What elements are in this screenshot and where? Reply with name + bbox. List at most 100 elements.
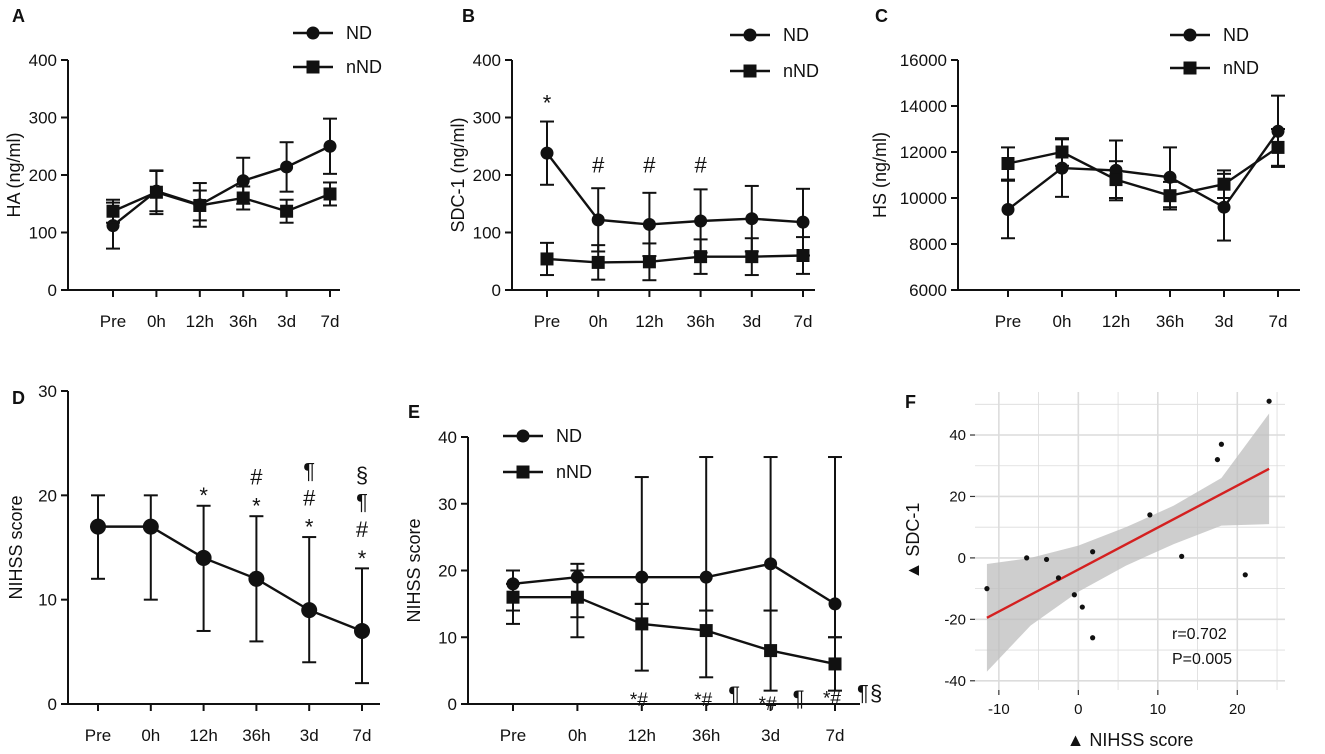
- significance-marker: §: [870, 681, 882, 706]
- data-point: [796, 249, 810, 262]
- series-line: [1007, 146, 1279, 197]
- y-tick-label: 10000: [900, 189, 947, 208]
- data-point: [642, 217, 656, 231]
- scatter-point: [1043, 556, 1050, 563]
- data-point: [1109, 173, 1123, 187]
- series-nND: [106, 169, 337, 224]
- data-point: [540, 146, 554, 160]
- y-tick-label: 30: [38, 382, 57, 401]
- significance-marker: #: [643, 152, 656, 177]
- legend-marker: [1183, 61, 1197, 75]
- data-point: [90, 518, 106, 535]
- x-tick-label: 7d: [1269, 312, 1288, 331]
- data-point: [1001, 203, 1015, 216]
- data-point: [764, 557, 778, 571]
- y-tick-label: -40: [944, 673, 966, 690]
- scatter-point: [1214, 456, 1221, 463]
- y-tick-label: 0: [958, 550, 966, 567]
- x-tick-label: 3d: [1215, 312, 1234, 331]
- legend-marker: [743, 28, 757, 42]
- legend-marker: [743, 64, 757, 78]
- legend-item: ND: [293, 23, 372, 43]
- y-tick-label: 6000: [909, 281, 947, 300]
- significance-marker: *#: [823, 689, 841, 710]
- series-line: [112, 145, 331, 227]
- x-tick-label: 36h: [692, 726, 720, 745]
- x-tick-label: 36h: [229, 312, 257, 331]
- x-tick-label: 10: [1149, 701, 1166, 718]
- data-point: [193, 198, 207, 212]
- x-tick-label: 12h: [635, 312, 663, 331]
- y-tick-label: 20: [438, 562, 457, 581]
- significance-marker: §: [356, 463, 368, 488]
- series-ND: [506, 456, 842, 639]
- legend-marker: [306, 26, 320, 40]
- y-tick-label: 40: [949, 427, 966, 444]
- x-tick-label: 0: [1074, 701, 1082, 718]
- legend-item: ND: [1170, 25, 1249, 45]
- x-tick-label: 20: [1229, 701, 1246, 718]
- series-ND: [540, 120, 810, 258]
- legend-label: nND: [346, 57, 382, 77]
- significance-marker: ¶: [303, 458, 315, 483]
- panel-letter: A: [12, 6, 25, 26]
- data-point: [591, 255, 605, 269]
- scatter-point: [1024, 555, 1030, 561]
- x-tick-label: 12h: [189, 726, 217, 745]
- data-point: [1001, 157, 1015, 170]
- x-tick-label: 7d: [353, 726, 372, 745]
- y-tick-label: 8000: [909, 235, 947, 254]
- y-axis-label: HA (ng/ml): [4, 132, 24, 217]
- x-tick-label: 0h: [1053, 312, 1072, 331]
- data-point: [828, 597, 842, 611]
- scatter-point: [1090, 549, 1096, 555]
- significance-marker: #: [250, 465, 263, 490]
- legend-marker: [516, 429, 530, 443]
- x-axis-label: ▲ NIHSS score: [1067, 730, 1194, 750]
- series-line: [112, 190, 331, 213]
- y-tick-label: -20: [944, 611, 966, 628]
- y-tick-label: 20: [38, 486, 57, 505]
- legend-label: nND: [783, 61, 819, 81]
- data-point: [142, 518, 159, 535]
- data-point: [642, 255, 656, 269]
- y-tick-label: 200: [473, 166, 501, 185]
- x-tick-label: 3d: [300, 726, 319, 745]
- data-point: [635, 617, 649, 631]
- significance-marker: *: [199, 483, 208, 508]
- significance-marker: *: [358, 546, 367, 571]
- x-tick-label: 12h: [1102, 312, 1130, 331]
- legend-label: ND: [1223, 25, 1249, 45]
- y-tick-label: 200: [29, 166, 57, 185]
- y-tick-label: 12000: [900, 143, 947, 162]
- significance-marker: *: [543, 90, 552, 115]
- data-point: [236, 174, 250, 188]
- y-axis-label: NIHSS score: [6, 495, 26, 599]
- y-axis-label: HS (ng/ml): [870, 132, 890, 218]
- y-tick-label: 0: [448, 695, 457, 714]
- legend-item: nND: [503, 462, 592, 482]
- significance-marker: #: [356, 517, 369, 542]
- panel-C: C 6000 8000 10000 12000 14000 16000 Pre 0h 12h 36h…: [870, 6, 1300, 331]
- y-axis-label: ▲ SDC-1: [903, 503, 923, 580]
- x-tick-label: 36h: [686, 312, 714, 331]
- legend-marker: [516, 465, 530, 479]
- data-point: [280, 160, 294, 174]
- significance-marker: *#: [694, 690, 712, 711]
- data-point: [106, 204, 120, 218]
- scatter-point: [1055, 575, 1062, 581]
- x-tick-label: -10: [988, 701, 1010, 718]
- x-tick-label: 0h: [589, 312, 608, 331]
- y-tick-label: 0: [492, 281, 501, 300]
- significance-marker: *: [305, 515, 314, 540]
- data-point: [764, 644, 778, 658]
- panel-E: E 0 10 20 30 40 Pre 0h 12h 36h 3d 7d NIHSS score ND nN…: [404, 402, 882, 745]
- y-tick-label: 40: [438, 428, 457, 447]
- scatter-point: [1266, 398, 1272, 404]
- data-point: [506, 590, 520, 604]
- panel-letter: C: [875, 6, 888, 26]
- series-line: [98, 525, 363, 633]
- error-bar: [634, 602, 649, 672]
- x-tick-label: 3d: [277, 312, 296, 331]
- panel-F: F -10 0 10 20 -40 -20 0 20 40 ▲ NIHSS score ▲ SDC-1…: [903, 392, 1285, 750]
